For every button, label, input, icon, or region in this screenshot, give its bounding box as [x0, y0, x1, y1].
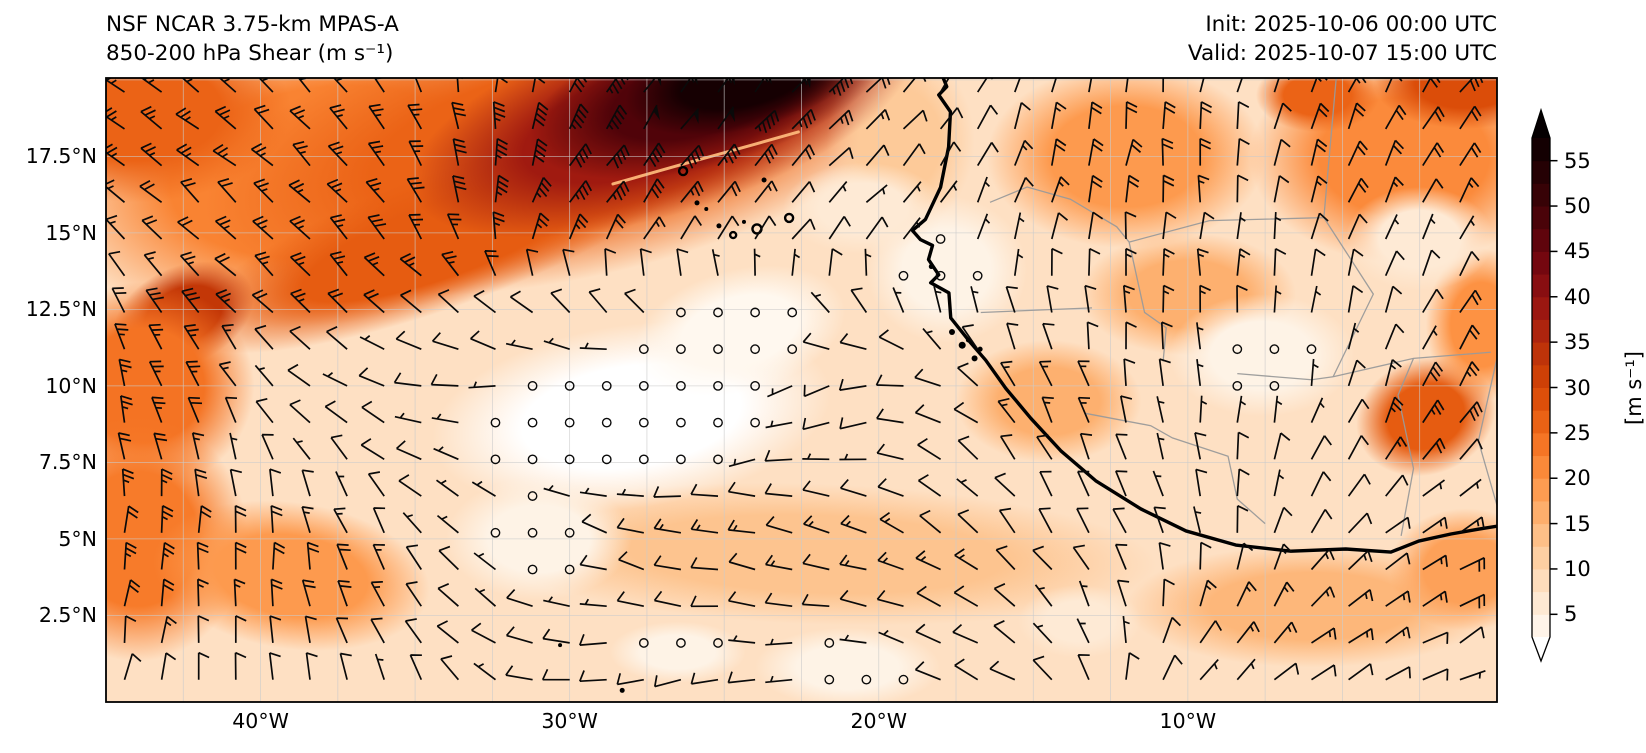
colorbar-tick-label: 5: [1564, 602, 1578, 627]
x-axis-tick-label: 20°W: [850, 709, 908, 733]
colorbar-tick-label: 20: [1564, 466, 1591, 491]
y-axis-tick-label: 12.5°N: [25, 297, 97, 322]
colorbar-tick-label: 15: [1564, 511, 1591, 536]
x-axis-tick-label: 10°W: [1159, 709, 1217, 733]
plot-title: NSF NCAR 3.75-km MPAS-A: [106, 12, 399, 37]
time-block: Init: 2025-10-06 00:00 UTC Valid: 2025-1…: [1188, 11, 1497, 68]
colorbar-tick-label: 45: [1564, 239, 1591, 264]
init-time: Init: 2025-10-06 00:00 UTC: [1205, 12, 1497, 37]
y-axis-tick-label: 15°N: [45, 220, 97, 245]
colorbar-tick-label: 25: [1564, 420, 1591, 445]
y-axis-tick-label: 17.5°N: [25, 144, 97, 169]
colorbar-tick-label: 40: [1564, 284, 1591, 309]
x-axis-tick-label: 30°W: [541, 709, 598, 733]
plot-subtitle: 850-200 hPa Shear (m s⁻¹): [106, 40, 394, 66]
y-axis-tick-label: 2.5°N: [38, 603, 97, 628]
colorbar-tick-label: 30: [1564, 375, 1591, 400]
colorbar-tick-label: 55: [1564, 148, 1591, 173]
colorbar-tick-label: 10: [1564, 556, 1591, 581]
y-axis-tick-label: 7.5°N: [38, 450, 97, 475]
colorbar-tick-label: 35: [1564, 330, 1591, 355]
colorbar-tick-label: 50: [1564, 194, 1591, 219]
valid-time: Valid: 2025-10-07 15:00 UTC: [1187, 40, 1497, 66]
x-axis-tick-label: 40°W: [232, 709, 289, 733]
y-axis-tick-label: 5°N: [58, 526, 97, 551]
title-block: NSF NCAR 3.75-km MPAS-A 850-200 hPa Shea…: [106, 11, 399, 68]
colorbar-unit-label: [m s⁻¹]: [1622, 351, 1646, 425]
y-axis-tick-label: 10°N: [45, 373, 97, 398]
